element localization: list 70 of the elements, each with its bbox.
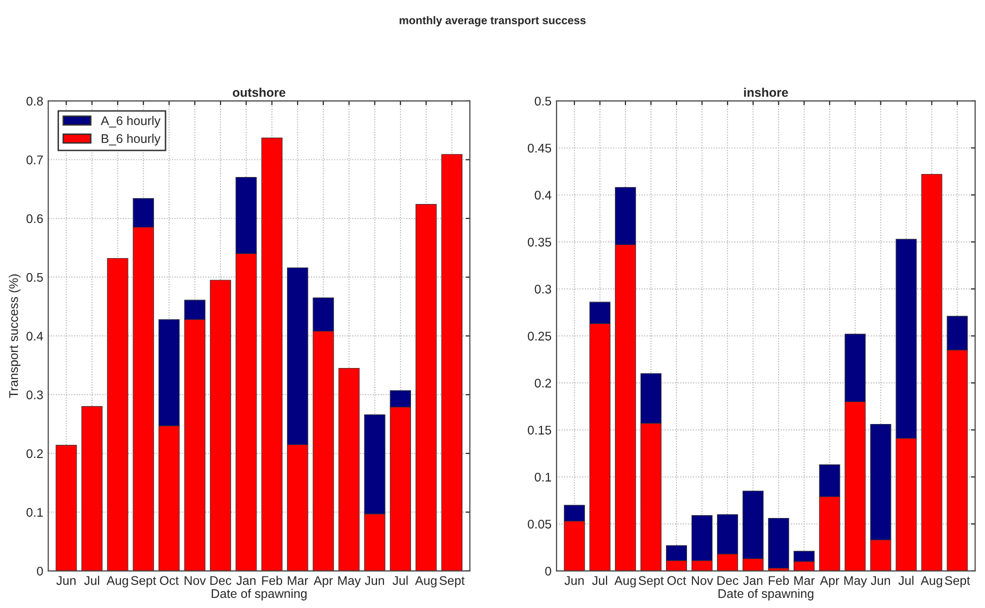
- x-tick-label: Jun: [364, 576, 384, 585]
- bar: [338, 368, 360, 571]
- y-tick-label: 0.35: [528, 238, 552, 247]
- x-tick-label: Oct: [667, 576, 686, 585]
- x-tick-label: Jan: [236, 576, 256, 585]
- bar: [210, 280, 232, 571]
- y-tick-label: 0.2: [534, 378, 552, 388]
- bar: [56, 444, 77, 571]
- x-tick-label: Jun: [870, 576, 890, 585]
- bar: [107, 258, 128, 571]
- x-tick-label: Aug: [920, 576, 942, 588]
- chart-title: inshore: [744, 88, 788, 97]
- bar: [921, 174, 942, 571]
- x-tick-label: Mar: [288, 576, 308, 585]
- y-tick-label: 0.5: [534, 96, 552, 106]
- y-tick-label: 0.45: [528, 144, 552, 153]
- y-tick-label: 0.2: [26, 449, 43, 458]
- x-tick-label: Mar: [794, 576, 815, 585]
- y-tick-label: 0.05: [528, 520, 552, 529]
- text: monthly average transport success: [400, 16, 586, 26]
- x-tick-label: Oct: [160, 576, 179, 585]
- x-axis-title: Date of spawning: [718, 588, 814, 600]
- bar: [768, 518, 790, 568]
- x-tick-label: Jul: [84, 576, 100, 585]
- y-tick-label: 0.15: [528, 426, 552, 435]
- y-tick-label: 0.3: [26, 390, 43, 400]
- x-tick-label: May: [844, 576, 867, 588]
- y-tick-label: 0.3: [534, 284, 552, 294]
- x-tick-label: Jul: [898, 576, 914, 585]
- x-tick-label: Dec: [717, 576, 738, 585]
- x-axis-title: Date of spawning: [212, 588, 307, 600]
- x-tick-label: Dec: [210, 576, 232, 585]
- bar: [261, 138, 282, 571]
- y-tick-label: 0.6: [26, 214, 43, 224]
- y-tick-label: 0.5: [26, 272, 43, 282]
- x-tick-label: Feb: [262, 576, 282, 585]
- x-tick-label: May: [338, 576, 361, 588]
- x-tick-label: Aug: [614, 576, 636, 588]
- legend-label: B_6 hourly: [102, 134, 160, 146]
- bar: [441, 154, 462, 571]
- y-tick-label: 0.7: [26, 155, 43, 164]
- x-tick-label: Jan: [743, 576, 762, 585]
- bar: [416, 204, 437, 571]
- x-tick-label: Jun: [564, 576, 584, 585]
- x-tick-label: Aug: [106, 576, 128, 588]
- x-tick-label: Jul: [392, 576, 408, 585]
- legend-label: A_6 hourly: [100, 116, 160, 128]
- bar: [81, 406, 103, 571]
- x-tick-label: Nov: [692, 576, 714, 585]
- x-tick-label: Nov: [184, 576, 206, 585]
- x-tick-label: Sept: [944, 576, 970, 588]
- x-tick-label: Feb: [768, 576, 789, 585]
- chart-title: outshore: [232, 88, 286, 97]
- y-tick-label: 0.4: [26, 332, 44, 341]
- x-tick-label: Sept: [638, 576, 664, 588]
- y-tick-label: 0.8: [26, 96, 43, 106]
- y-tick-label: 0: [545, 566, 552, 576]
- y-tick-label: 0.25: [528, 332, 552, 341]
- x-tick-label: Apr: [314, 576, 333, 588]
- x-tick-label: Sept: [131, 576, 156, 588]
- y-tick-label: 0.4: [534, 190, 552, 200]
- x-tick-label: Jun: [56, 576, 76, 585]
- x-tick-label: Sept: [440, 576, 465, 588]
- x-tick-label: Apr: [820, 576, 840, 588]
- x-tick-label: Jul: [592, 576, 608, 585]
- y-tick-label: 0.1: [26, 508, 43, 517]
- y-axis-title: Transport success (%): [8, 274, 20, 398]
- y-tick-label: 0: [36, 566, 43, 576]
- x-tick-label: Aug: [415, 576, 436, 588]
- y-tick-label: 0.1: [534, 472, 552, 482]
